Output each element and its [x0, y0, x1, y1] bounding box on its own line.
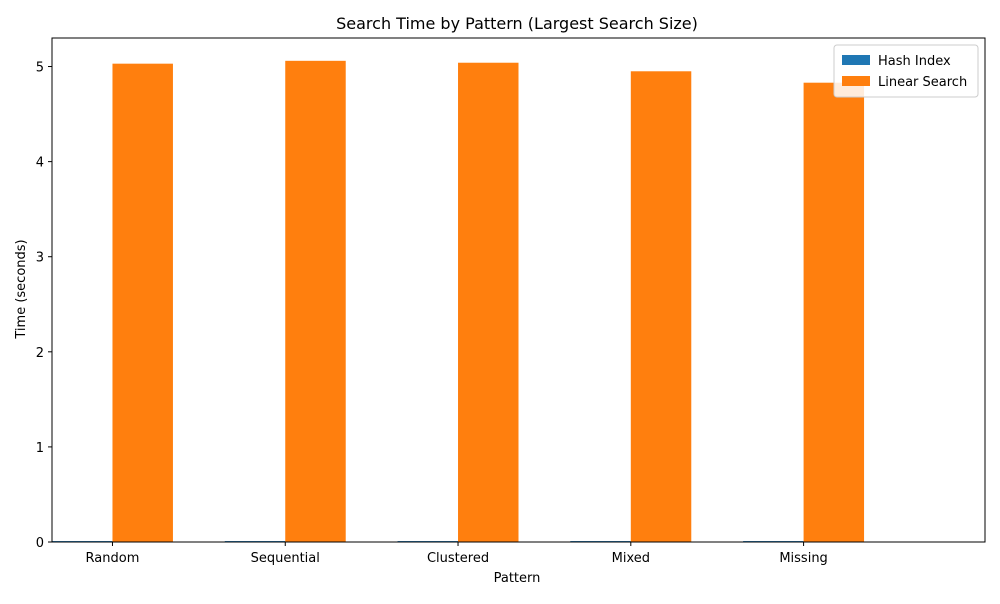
x-axis-label: Pattern [494, 571, 541, 586]
plot-area: Random Sequential Clustered Mixed Missing 0 1 2… [36, 37, 986, 566]
chart-title: Search Time by Pattern (Largest Search S… [336, 14, 698, 33]
x-tick-label-mixed: Mixed [612, 551, 650, 566]
bar-linear-search-missing [803, 82, 865, 542]
axes-frame [51, 37, 986, 543]
legend-swatch-linear-search [842, 76, 870, 86]
bar-linear-search-mixed [630, 71, 692, 542]
bar-linear-search-random [112, 63, 173, 542]
y-tick-label-1: 1 [36, 441, 44, 456]
bar-linear-search-clustered [458, 62, 519, 543]
x-tick-label-missing: Missing [779, 551, 827, 566]
x-tick-label-random: Random [86, 551, 140, 566]
legend-label-linear-search: Linear Search [878, 75, 967, 90]
y-tick-label-3: 3 [36, 251, 44, 266]
legend-swatch-hash-index [842, 55, 870, 65]
x-tick-label-sequential: Sequential [251, 551, 320, 566]
y-tick-label-4: 4 [36, 156, 44, 171]
y-axis-label: Time (seconds) [14, 239, 29, 339]
legend: Hash Index Linear Search [833, 44, 979, 98]
y-tick-label-5: 5 [36, 61, 44, 76]
bar-linear-search-sequential [285, 60, 346, 543]
legend-label-hash-index: Hash Index [878, 54, 951, 69]
y-tick-label-2: 2 [36, 346, 44, 361]
x-tick-label-clustered: Clustered [427, 551, 489, 566]
y-tick-label-0: 0 [36, 536, 44, 551]
